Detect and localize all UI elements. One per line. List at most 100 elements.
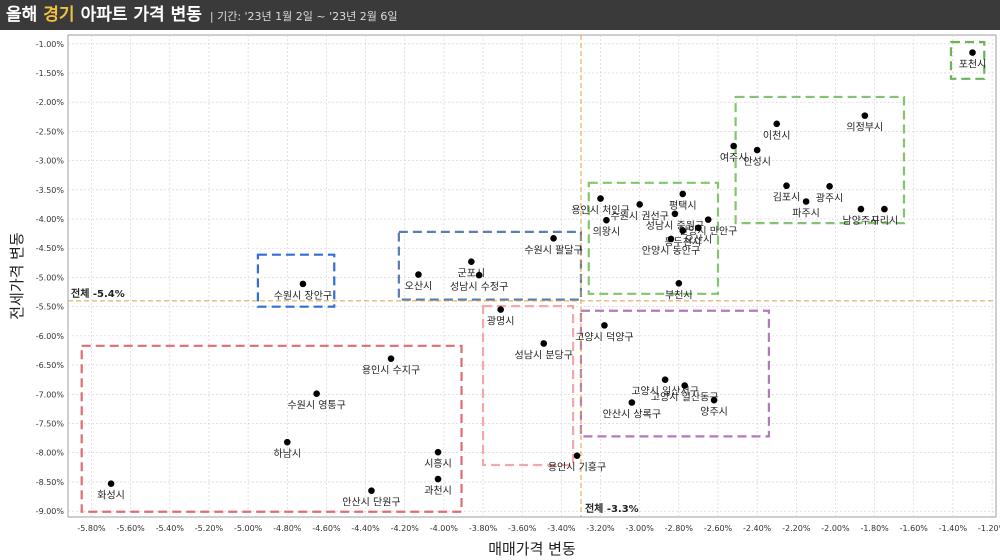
data-point-label: 양주시 [700, 406, 728, 418]
y-tick-label: -9.00% [36, 507, 65, 516]
avg-x-label: 전체 -3.3% [585, 502, 639, 515]
data-point-label: 고양시 일산동구 [651, 392, 719, 404]
y-tick-label: -1.50% [36, 69, 65, 78]
data-point [773, 120, 781, 128]
data-point-label: 성남시 분당구 [515, 349, 573, 361]
y-tick-label: -2.00% [36, 98, 65, 107]
cluster-box [256, 253, 336, 308]
data-point [881, 205, 888, 213]
x-tick-label: -4.80% [273, 524, 302, 533]
x-tick-label: -4.20% [391, 524, 420, 533]
data-point [857, 205, 865, 213]
x-tick-label: -2.40% [743, 524, 772, 533]
data-point-label: 포천시 [959, 59, 987, 71]
data-point [704, 216, 712, 223]
data-point [783, 182, 790, 190]
x-tick-label: -4.00% [430, 524, 459, 533]
data-point-label: 용인시 기흥구 [548, 461, 606, 474]
x-tick-label: -2.60% [704, 524, 733, 533]
y-tick-label: -7.50% [36, 420, 65, 429]
data-point-label: 오산시 [685, 234, 713, 246]
data-point-label: 안양시 만안구 [679, 226, 737, 238]
data-point-label: 수원시 권선구 [610, 210, 668, 222]
y-tick-label: -5.00% [36, 273, 65, 282]
cluster-box [949, 40, 986, 80]
data-point [679, 227, 687, 235]
y-tick-label: -4.50% [36, 244, 65, 253]
x-tick-label: -4.40% [351, 524, 380, 533]
y-tick-label: -3.00% [36, 157, 65, 166]
y-axis-title: 전세가격 변동 [8, 232, 26, 320]
data-point-label: 화성시 [97, 490, 125, 502]
data-point-label: 구리시 [871, 215, 899, 227]
data-point-label: 용인시 수지구 [362, 365, 420, 377]
data-point [681, 382, 689, 389]
data-point [603, 216, 610, 224]
title-bar: 올해 경기 아파트 가격 변동 | 기간: '23년 1월 2일 ~ '23년 … [0, 0, 1000, 30]
x-tick-label: -3.40% [547, 524, 576, 533]
data-point-label: 김포시 [773, 192, 801, 204]
x-tick-label: -4.60% [312, 524, 341, 533]
data-point [299, 280, 307, 288]
data-point [969, 49, 976, 56]
data-point [802, 198, 810, 205]
cluster-box [481, 304, 575, 467]
data-point [601, 322, 608, 329]
y-tick-label: -4.00% [36, 215, 65, 224]
data-point-label: 하남시 [273, 447, 301, 460]
x-tick-label: -2.80% [665, 524, 694, 533]
data-point-label: 의정부시 [846, 122, 883, 134]
data-point [368, 487, 375, 495]
data-point [313, 390, 320, 398]
title-highlight: 경기 [43, 5, 75, 25]
data-point [497, 306, 504, 313]
x-tick-label: -1.60% [900, 524, 929, 533]
x-tick-label: -3.00% [626, 524, 655, 533]
title-part1: 올해 [6, 5, 38, 25]
data-point-label: 이천시 [763, 130, 791, 142]
y-tick-label: -6.00% [36, 332, 65, 341]
title-part2: 아파트 가격 변동 [80, 5, 202, 25]
data-point [434, 448, 442, 456]
data-point-label: 시흥시 [424, 457, 452, 470]
data-point [861, 112, 869, 119]
x-tick-label: -1.80% [860, 524, 889, 533]
data-point-label: 의왕시 [593, 226, 621, 238]
cluster-box [80, 344, 463, 513]
data-point [679, 190, 687, 198]
data-point-label: 수원시 팔달구 [524, 244, 582, 256]
reference-lines: 전체 -5.4% 전체 -3.3% [68, 35, 996, 517]
data-point-label: 안성시 [743, 156, 771, 168]
data-point-label: 여주시 [720, 152, 748, 164]
data-point [540, 340, 548, 347]
x-tick-label: -5.20% [195, 524, 224, 533]
data-point [636, 201, 643, 208]
data-point-label: 안산시 단원구 [342, 497, 400, 509]
y-tick-label: -6.50% [36, 361, 65, 370]
subtitle: | 기간: '23년 1월 2일 ~ '23년 2월 6일 [209, 10, 398, 23]
data-point [107, 480, 115, 487]
data-point-label: 성남시 수정구 [450, 281, 508, 293]
data-point [550, 235, 557, 242]
data-point-label: 과천시 [424, 485, 452, 497]
data-point-label: 광주시 [816, 192, 844, 204]
data-point [283, 438, 291, 446]
y-tick-label: -7.00% [36, 390, 65, 399]
y-tick-label: -2.50% [36, 127, 65, 136]
data-point-label: 평택시 [669, 200, 697, 212]
data-point [573, 452, 581, 459]
x-tick-label: -1.40% [939, 524, 968, 533]
data-point-label: 안산시 상록구 [603, 408, 661, 420]
y-tick-label: -8.50% [36, 478, 65, 487]
data-point-label: 용인시 처인구 [571, 205, 629, 217]
data-point-label: 수원시 영통구 [287, 400, 345, 412]
data-point [597, 195, 604, 202]
x-tick-label: -5.00% [234, 524, 263, 533]
data-point-label: 성남시 중원구 [646, 220, 704, 232]
data-point-label: 파주시 [792, 208, 820, 220]
cluster-boxes [80, 40, 986, 513]
data-point-label: 고양시 덕양구 [575, 331, 633, 343]
data-point [667, 235, 675, 243]
